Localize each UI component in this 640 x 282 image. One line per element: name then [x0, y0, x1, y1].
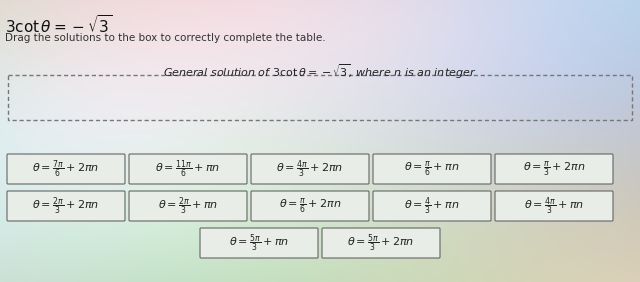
Text: $\theta = \frac{4}{3} + \pi n$: $\theta = \frac{4}{3} + \pi n$	[404, 195, 460, 217]
Text: $\theta = \frac{5\pi}{3} + 2\pi n$: $\theta = \frac{5\pi}{3} + 2\pi n$	[348, 232, 415, 254]
Text: $\theta = \frac{4\pi}{3} + \pi n$: $\theta = \frac{4\pi}{3} + \pi n$	[524, 195, 584, 217]
FancyBboxPatch shape	[7, 154, 125, 184]
FancyBboxPatch shape	[373, 191, 491, 221]
Text: $\theta = \frac{11\pi}{6} + \pi n$: $\theta = \frac{11\pi}{6} + \pi n$	[156, 158, 221, 180]
FancyBboxPatch shape	[251, 154, 369, 184]
Text: $\theta = \frac{2\pi}{3} + 2\pi n$: $\theta = \frac{2\pi}{3} + 2\pi n$	[33, 195, 100, 217]
Text: $\theta = \frac{7\pi}{6} + 2\pi n$: $\theta = \frac{7\pi}{6} + 2\pi n$	[33, 158, 100, 180]
FancyBboxPatch shape	[322, 228, 440, 258]
FancyBboxPatch shape	[495, 191, 613, 221]
Text: Drag the solutions to the box to correctly complete the table.: Drag the solutions to the box to correct…	[5, 33, 326, 43]
Text: General solution of $3\cot\theta = -\sqrt{3}$, where n is an integer: General solution of $3\cot\theta = -\sqr…	[163, 62, 477, 81]
Text: $\theta = \frac{5\pi}{3} + \pi n$: $\theta = \frac{5\pi}{3} + \pi n$	[229, 232, 289, 254]
FancyBboxPatch shape	[373, 154, 491, 184]
FancyBboxPatch shape	[129, 191, 247, 221]
FancyBboxPatch shape	[495, 154, 613, 184]
FancyBboxPatch shape	[251, 191, 369, 221]
Text: $\theta = \frac{2\pi}{3} + \pi n$: $\theta = \frac{2\pi}{3} + \pi n$	[158, 195, 218, 217]
FancyBboxPatch shape	[200, 228, 318, 258]
FancyBboxPatch shape	[7, 191, 125, 221]
Text: $3\cot\theta = -\sqrt{3}$: $3\cot\theta = -\sqrt{3}$	[5, 14, 113, 36]
Text: $\theta = \frac{\pi}{6} + \pi n$: $\theta = \frac{\pi}{6} + \pi n$	[404, 160, 460, 179]
Text: $\theta = \frac{\pi}{6} + 2\pi n$: $\theta = \frac{\pi}{6} + 2\pi n$	[279, 197, 341, 215]
Text: $\theta = \frac{4\pi}{3} + 2\pi n$: $\theta = \frac{4\pi}{3} + 2\pi n$	[276, 158, 344, 180]
Text: $\theta = \frac{\pi}{3} + 2\pi n$: $\theta = \frac{\pi}{3} + 2\pi n$	[523, 160, 585, 179]
Bar	[8, 75, 632, 120]
FancyBboxPatch shape	[129, 154, 247, 184]
